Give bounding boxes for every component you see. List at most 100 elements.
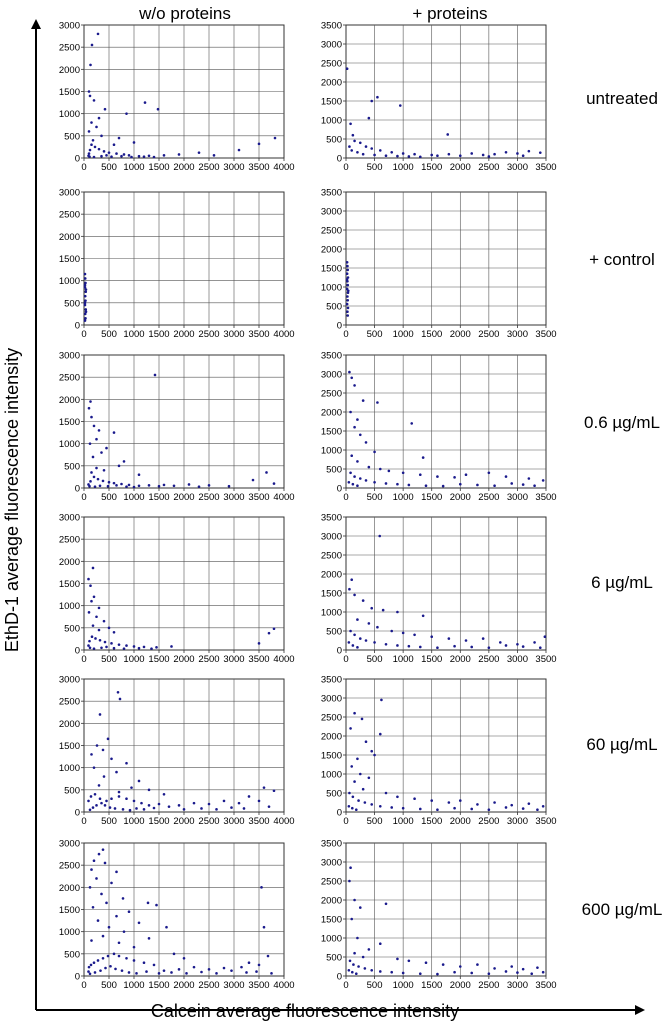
- data-point: [122, 647, 126, 650]
- data-point: [345, 67, 349, 70]
- data-point: [103, 804, 107, 807]
- data-point: [91, 566, 95, 570]
- x-axis-title: Calcein average fluorescence intensity: [151, 1001, 459, 1021]
- x-tick-label: 0: [81, 816, 86, 827]
- x-tick-label: 1500: [421, 816, 442, 827]
- data-point: [262, 786, 266, 789]
- x-tick-label: 1500: [148, 654, 169, 665]
- data-point: [88, 646, 92, 650]
- y-tick-label: 1000: [321, 116, 342, 127]
- data-point: [83, 294, 87, 298]
- x-tick-label: 1500: [148, 980, 169, 991]
- data-point: [401, 971, 405, 975]
- data-point: [346, 289, 350, 293]
- data-point: [349, 629, 352, 633]
- scatter-panel: 0 500 1000 1500 2000 2500 3000 3500 4000 0 500 1000…: [59, 188, 295, 341]
- data-point: [88, 94, 92, 98]
- data-point: [527, 149, 531, 153]
- data-point: [116, 691, 120, 694]
- data-point: [353, 384, 356, 387]
- data-point: [356, 646, 359, 649]
- data-point: [142, 155, 146, 158]
- data-point: [88, 808, 92, 812]
- scatter-panels: 0 500 1000 1500 2000 2500 3000 3500 4000 0 500 1000…: [59, 21, 557, 992]
- data-point: [378, 534, 382, 538]
- data-point: [533, 484, 536, 488]
- data-point: [107, 626, 111, 630]
- data-point: [137, 921, 141, 925]
- plot-area: [345, 191, 547, 326]
- x-tick-label: 1500: [148, 329, 169, 340]
- data-point: [103, 107, 107, 111]
- data-point: [521, 154, 525, 158]
- y-tick-label: 3000: [59, 513, 80, 524]
- data-point: [267, 631, 271, 635]
- data-point: [464, 473, 468, 477]
- data-point: [407, 483, 411, 487]
- y-tick-label: 1000: [59, 927, 80, 938]
- x-tick-label: 0: [81, 654, 86, 665]
- data-point: [125, 797, 128, 800]
- data-point: [112, 143, 116, 146]
- y-tick-label: 1000: [321, 283, 342, 294]
- y-tick-label: 3000: [321, 370, 342, 381]
- y-tick-label: 2000: [321, 732, 342, 743]
- x-tick-label: 1500: [421, 980, 442, 991]
- x-tick-label: 2000: [173, 816, 194, 827]
- data-point: [83, 319, 87, 322]
- data-point: [145, 970, 148, 973]
- data-point: [373, 481, 376, 484]
- data-point: [117, 643, 121, 646]
- x-tick-label: 3000: [223, 492, 244, 503]
- data-point: [88, 484, 91, 488]
- data-point: [103, 640, 107, 644]
- data-point: [87, 406, 91, 410]
- x-tick-label: 2000: [173, 980, 194, 991]
- data-point: [192, 801, 196, 805]
- data-point: [117, 795, 121, 798]
- data-point: [240, 965, 243, 969]
- data-point: [162, 154, 166, 157]
- data-point: [162, 969, 166, 972]
- data-point: [273, 136, 277, 140]
- x-tick-label: 0: [343, 654, 348, 665]
- x-tick-label: 2500: [478, 816, 499, 827]
- data-point: [361, 787, 365, 791]
- scatter-panel: 0 500 1000 1500 2000 2500 3000 3500 4000 0 500 1000…: [59, 513, 295, 666]
- data-point: [262, 925, 266, 929]
- y-tick-label: 2000: [321, 570, 342, 581]
- data-point: [125, 112, 128, 115]
- data-point: [146, 901, 150, 905]
- data-point: [90, 939, 93, 942]
- data-point: [378, 805, 382, 808]
- data-point: [447, 801, 451, 804]
- y-tick-label: 1500: [59, 417, 80, 428]
- x-tick-label: 500: [101, 329, 117, 340]
- data-point: [345, 287, 349, 291]
- data-point: [117, 941, 121, 945]
- data-point: [105, 645, 108, 649]
- data-point: [350, 376, 354, 380]
- data-point: [353, 425, 356, 429]
- data-point: [407, 959, 411, 963]
- data-point: [121, 897, 125, 900]
- data-point: [413, 633, 416, 637]
- data-point: [510, 965, 514, 968]
- data-point: [527, 802, 531, 805]
- data-point: [441, 484, 445, 488]
- x-tick-label: 500: [367, 654, 383, 665]
- data-point: [453, 806, 456, 810]
- data-point: [265, 471, 268, 474]
- data-point: [155, 646, 158, 649]
- data-point: [156, 107, 160, 111]
- data-point: [120, 969, 124, 972]
- x-tick-label: 0: [81, 329, 86, 340]
- data-point: [91, 905, 95, 909]
- data-point: [97, 852, 101, 856]
- data-point: [177, 153, 181, 156]
- data-point: [215, 972, 218, 975]
- data-point: [504, 806, 508, 809]
- data-point: [378, 149, 382, 152]
- data-point: [396, 154, 399, 158]
- y-tick-label: 500: [64, 623, 80, 634]
